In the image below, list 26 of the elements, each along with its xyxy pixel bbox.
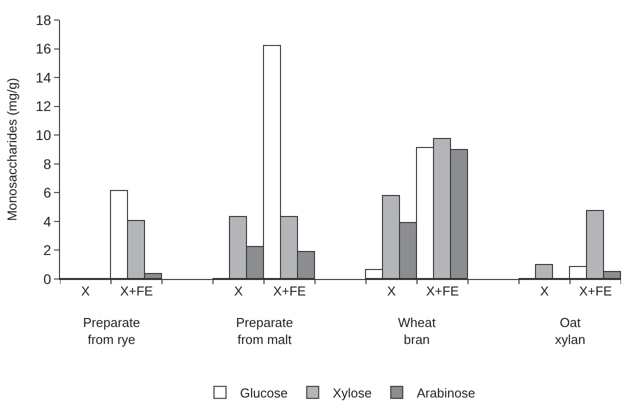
- legend-label: Arabinose: [416, 385, 476, 400]
- y-tick-label: 16: [36, 40, 52, 57]
- y-tick-label: 4: [43, 213, 52, 230]
- legend-label: Xylose: [332, 385, 372, 400]
- x-tick-label: X: [81, 284, 90, 299]
- y-tick-label: 10: [36, 127, 52, 144]
- x-tick-label: X+FE: [273, 284, 306, 299]
- y-tick-label: 6: [43, 184, 52, 201]
- y-tick-label: 0: [43, 270, 52, 287]
- y-tick-label: 18: [36, 12, 52, 28]
- x-tick-label: X: [540, 284, 550, 299]
- text: Oat xylan: [555, 315, 586, 347]
- y-tick-label: 14: [36, 69, 52, 86]
- text: Preparate from malt: [236, 315, 294, 347]
- legend-label: Glucose: [240, 385, 288, 400]
- x-tick-label: X+FE: [120, 284, 154, 299]
- x-tick-label: X: [387, 284, 396, 299]
- y-tick-label: 12: [36, 98, 52, 114]
- x-tick-label: X+FE: [426, 284, 460, 299]
- x-tick-label: X: [234, 284, 244, 299]
- y-tick-label: 2: [43, 242, 52, 258]
- y-tick-label: 8: [43, 156, 52, 172]
- text: Wheat bran: [398, 315, 436, 347]
- y-axis-title: Monosaccharides (mg/g): [4, 78, 20, 222]
- text: Preparate from rye: [83, 315, 140, 347]
- x-tick-label: X+FE: [579, 284, 612, 299]
